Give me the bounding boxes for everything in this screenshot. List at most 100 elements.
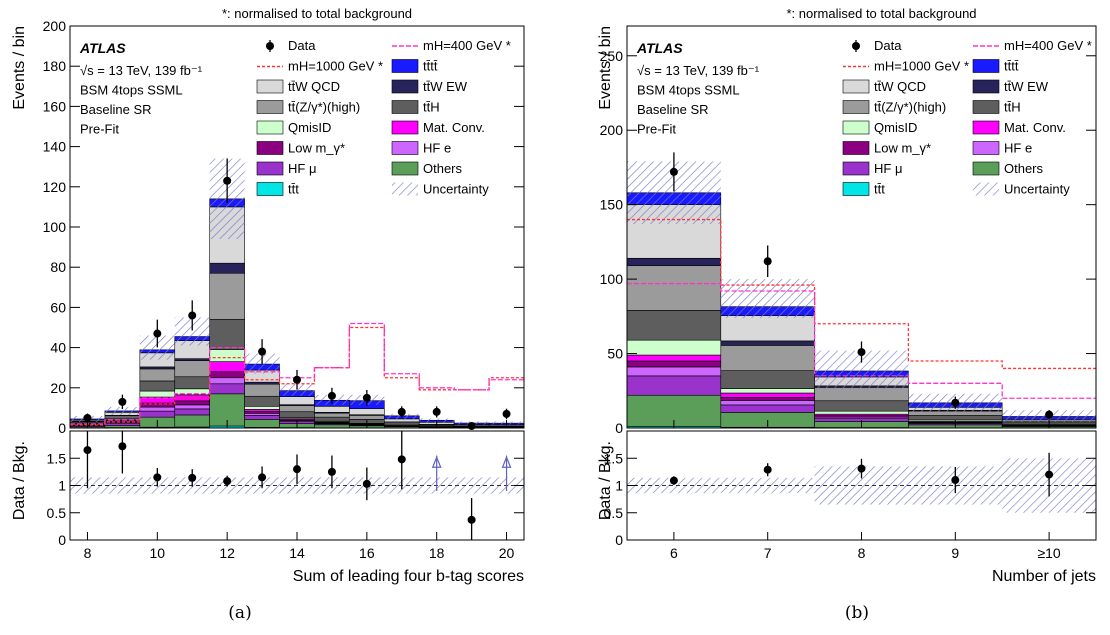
legend-swatch [842, 100, 870, 114]
legend-marker [266, 42, 274, 50]
legend-swatch [391, 141, 419, 155]
ratio-y-tick-label: 1 [615, 478, 623, 494]
bar-matconv [244, 409, 280, 412]
bar-ttz [279, 405, 315, 413]
legend-label: tt̄W QCD [288, 79, 340, 94]
y-tick-label: 180 [43, 58, 67, 74]
bar-lowm [174, 400, 210, 406]
legend-label: Others [423, 161, 463, 176]
legend-label: HF e [1004, 141, 1032, 156]
legend-swatch [256, 100, 284, 114]
info-text: Baseline SR [80, 102, 152, 117]
data-point [153, 329, 162, 338]
x-tick-label: 8 [858, 545, 866, 561]
legend-swatch [842, 79, 870, 94]
bar-qmisid [139, 390, 176, 398]
bar-tth [908, 415, 1003, 421]
bar-qmisid [720, 388, 815, 394]
y-tick-label: 100 [43, 219, 67, 235]
y-tick-label: 100 [600, 271, 624, 287]
x-tick-label: ≥10 [1037, 545, 1060, 561]
bar-others [244, 419, 280, 428]
ratio-point [951, 476, 960, 485]
bar-ttz [814, 387, 909, 402]
data-point [763, 257, 772, 266]
y-axis-label: Events / bin [597, 26, 614, 110]
legend-swatch [842, 161, 870, 176]
legend-label: Mat. Conv. [1004, 120, 1066, 135]
legend-label: tt̄H [1004, 100, 1021, 115]
bar-ttw_ew [626, 257, 722, 267]
legend-swatch [391, 100, 419, 114]
data-point [502, 409, 511, 418]
bar-hfe [244, 413, 280, 416]
x-tick-label: 10 [150, 545, 166, 561]
bar-hfmu [104, 423, 141, 426]
data-point [467, 421, 476, 430]
bar-hfe [139, 406, 176, 412]
data-point [258, 347, 267, 356]
bar-ttw_ew [244, 381, 280, 385]
x-tick-label: 9 [951, 545, 959, 561]
ratio-axis-label: Data / Bkg. [11, 441, 28, 520]
bar-ttz [349, 415, 385, 420]
bar-qmisid [209, 349, 245, 362]
chart-a: *: normalised to total background 0 20 40 60… [11, 6, 525, 585]
legend-label: tt̄(Z/γ*)(high) [288, 100, 360, 115]
legend-swatch [256, 120, 284, 135]
legend-label: QmisID [288, 120, 331, 135]
bar-matconv [209, 361, 245, 373]
y-tick-label: 160 [43, 98, 67, 114]
bar-tth [174, 376, 210, 390]
legend-label: tt̄W EW [1004, 79, 1049, 94]
y-tick-label: 140 [43, 139, 67, 155]
legend-label: HF μ [288, 161, 316, 176]
data-point [188, 311, 197, 320]
legend-label: tt̄tt̄ [423, 59, 438, 74]
legend-swatch [972, 100, 1000, 114]
data-point [397, 407, 406, 416]
bar-hfmu [174, 408, 210, 416]
x-tick-label: 6 [670, 545, 678, 561]
legend-swatch [842, 141, 870, 155]
caption-b: (b) [844, 603, 870, 623]
data-point [669, 167, 678, 176]
bar-hfe [209, 377, 245, 385]
bar-matconv [720, 392, 815, 398]
data-point [327, 391, 336, 400]
bar-tth [244, 395, 280, 407]
bar-ttz [209, 272, 245, 320]
legend-swatch [972, 120, 1000, 135]
info-text: Baseline SR [637, 102, 709, 117]
legend-swatch [391, 79, 419, 94]
bar-tth [626, 310, 722, 341]
bar-tth [720, 370, 815, 389]
ratio-y-tick-label: 0.5 [604, 505, 624, 521]
ratio-point [763, 465, 772, 474]
signal-1000-line [70, 326, 524, 426]
bar-tth [279, 411, 315, 419]
legend-swatch [973, 182, 999, 196]
bar-hfe [174, 404, 210, 410]
x-tick-label: 8 [84, 545, 92, 561]
legend-swatch [391, 120, 419, 135]
bar-tth [139, 380, 176, 392]
legend-label: Uncertainty [423, 182, 489, 197]
legend-label: Data [874, 38, 902, 53]
ratio-y-tick-label: 1.5 [47, 450, 67, 466]
experiment-label: ATLAS [79, 40, 126, 56]
legend-label: Data [288, 38, 316, 53]
legend-swatch [391, 59, 419, 73]
bar-ttz [174, 360, 210, 378]
bar-lowm [720, 397, 815, 401]
y-tick-label: 60 [50, 299, 66, 315]
uncertainty-band [104, 406, 140, 415]
legend-label: tt̄W QCD [874, 79, 926, 94]
ratio-offscale-marker [431, 455, 442, 468]
bar-hfmu [244, 415, 280, 420]
x-axis-label: Number of jets [992, 568, 1096, 585]
y-tick-label: 20 [50, 380, 66, 396]
bar-ttw_qcd [720, 315, 815, 342]
bar-hfmu [626, 375, 722, 396]
legend-swatch [842, 182, 870, 196]
